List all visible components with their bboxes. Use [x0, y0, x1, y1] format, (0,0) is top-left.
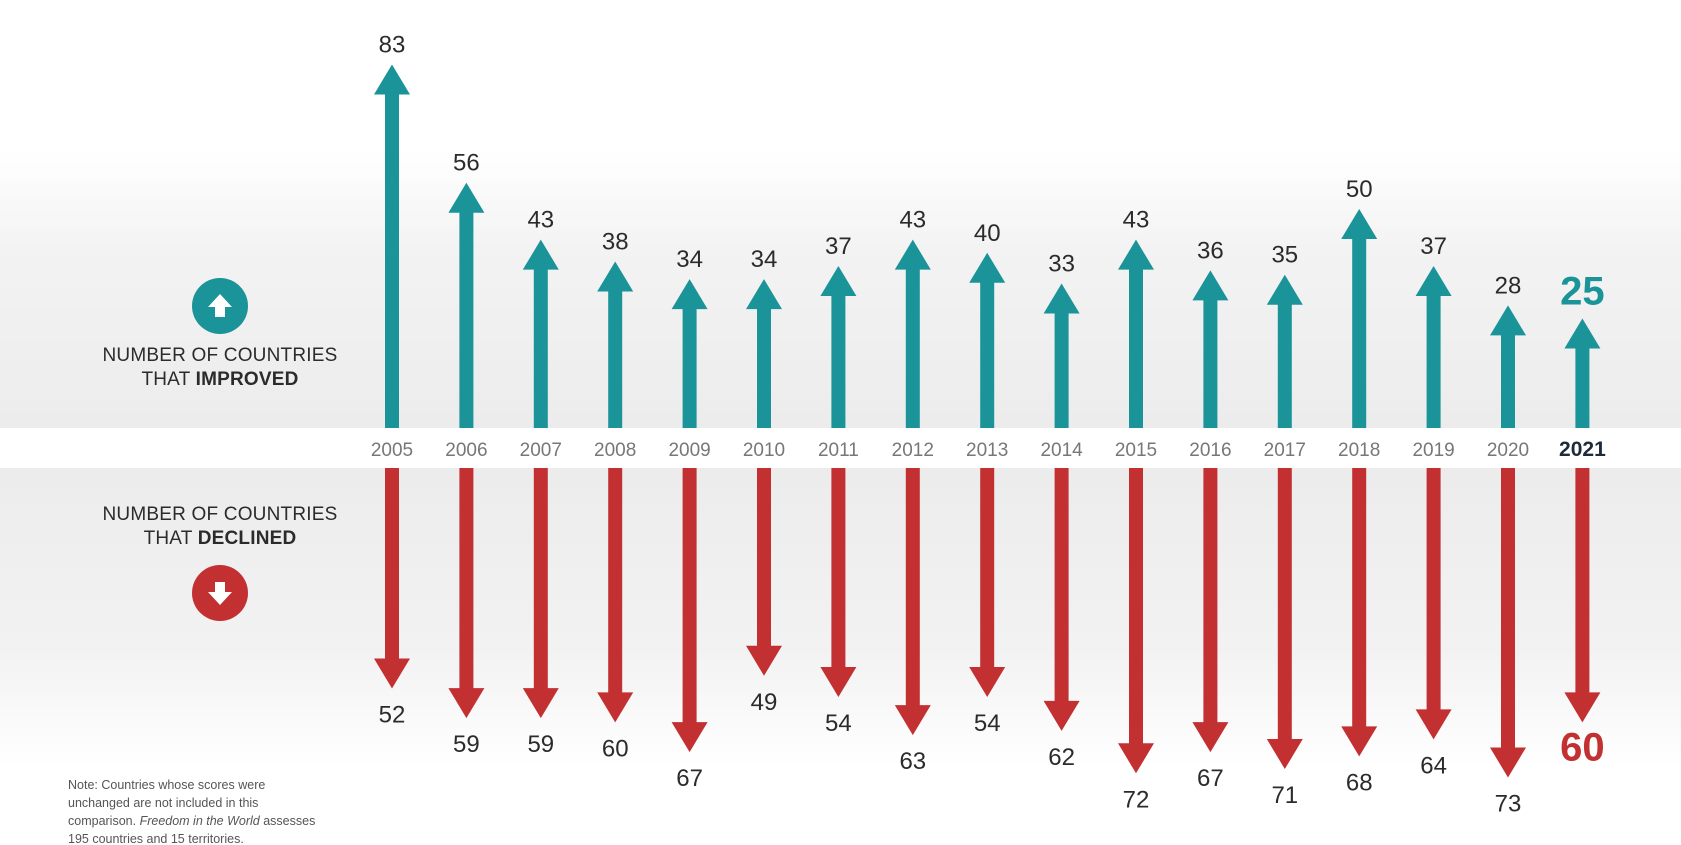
improved-value-label-2007: 43: [527, 207, 554, 234]
declined-arrow-2013: [969, 468, 1006, 697]
year-label-2017: 2017: [1264, 440, 1306, 461]
declined-value-label-2009: 67: [676, 765, 703, 792]
declined-value-label-2015: 72: [1123, 786, 1150, 813]
year-label-2020: 2020: [1487, 440, 1529, 461]
improved-value-label-2016: 36: [1197, 237, 1224, 264]
improved-arrow-2015: [1118, 239, 1154, 428]
year-label-2009: 2009: [668, 440, 710, 461]
declined-arrow-2020: [1490, 468, 1526, 778]
declined-value-label-2017: 71: [1271, 782, 1298, 809]
declined-value-label-2018: 68: [1346, 769, 1373, 796]
declined-arrow-2007: [522, 468, 559, 719]
improved-arrow-2007: [522, 239, 559, 428]
year-label-2014: 2014: [1040, 440, 1083, 461]
declined-value-label-2019: 64: [1420, 752, 1447, 779]
year-label-2011: 2011: [818, 440, 859, 461]
declined-value-label-2005: 52: [379, 701, 406, 728]
year-label-2019: 2019: [1412, 440, 1454, 461]
year-label-2018: 2018: [1338, 440, 1380, 461]
declined-value-label-2014: 62: [1048, 744, 1075, 771]
improved-arrow-2020: [1490, 305, 1526, 428]
legend-improved-line1: NUMBER OF COUNTRIES: [102, 345, 338, 366]
declined-arrow-2021: [1564, 468, 1601, 723]
year-label-2016: 2016: [1189, 440, 1231, 461]
improved-value-label-2013: 40: [974, 220, 1001, 247]
legend-improved-line2: THAT IMPROVED: [141, 369, 299, 390]
improved-arrow-2014: [1043, 283, 1080, 428]
declined-arrow-2008: [597, 468, 634, 723]
improved-arrow-2013: [969, 252, 1006, 428]
footnote: Note: Countries whose scores were unchan…: [68, 778, 316, 845]
declined-value-label-2021: 60: [1560, 725, 1605, 769]
improved-arrow-2021: [1564, 318, 1601, 428]
improved-value-label-2008: 38: [602, 229, 629, 256]
improved-value-label-2014: 33: [1048, 250, 1075, 277]
improved-value-label-2009: 34: [676, 246, 703, 273]
declined-arrow-2005: [374, 468, 410, 689]
year-label-2006: 2006: [445, 440, 487, 461]
declined-arrow-2011: [820, 468, 857, 697]
improved-arrow-2012: [894, 239, 931, 428]
improved-value-label-2006: 56: [453, 150, 480, 177]
declined-value-label-2016: 67: [1197, 765, 1224, 792]
declined-value-label-2006: 59: [453, 731, 480, 758]
declined-arrow-2018: [1341, 468, 1378, 757]
improved-value-label-2005: 83: [379, 31, 406, 58]
year-label-2010: 2010: [743, 440, 785, 461]
declined-arrow-2016: [1192, 468, 1229, 753]
declined-value-label-2012: 63: [899, 748, 926, 775]
improved-arrow-2017: [1266, 274, 1303, 428]
up-arrow-circle-icon: [192, 278, 248, 334]
declined-arrow-2017: [1266, 468, 1303, 770]
declined-arrow-2009: [671, 468, 708, 753]
legend-improved: NUMBER OF COUNTRIES THAT IMPROVED: [40, 278, 400, 392]
declined-value-label-2011: 54: [825, 710, 852, 737]
declined-value-label-2008: 60: [602, 735, 629, 762]
improved-arrow-2018: [1341, 209, 1378, 428]
down-arrow-circle-icon: [192, 565, 248, 621]
improved-arrow-2008: [597, 261, 634, 428]
year-label-2015: 2015: [1115, 440, 1157, 461]
declined-arrow-2006: [448, 468, 485, 719]
declined-arrow-2014: [1043, 468, 1080, 731]
declined-value-label-2010: 49: [751, 689, 778, 716]
declined-value-label-2013: 54: [974, 710, 1001, 737]
improved-value-label-2021: 25: [1560, 270, 1605, 314]
improved-arrow-2005: [374, 64, 410, 429]
declined-arrow-2015: [1118, 468, 1154, 774]
improved-arrow-2011: [820, 265, 857, 428]
improved-arrow-2016: [1192, 270, 1229, 428]
legend-declined: NUMBER OF COUNTRIES THAT DECLINED: [40, 503, 400, 631]
declined-arrow-2010: [746, 468, 782, 676]
improved-value-label-2012: 43: [899, 207, 926, 234]
declined-arrow-2019: [1415, 468, 1452, 740]
year-band: [0, 428, 1681, 468]
year-label-2008: 2008: [594, 440, 636, 461]
improved-value-label-2020: 28: [1495, 272, 1522, 299]
year-label-2005: 2005: [371, 440, 413, 461]
improved-arrow-2019: [1415, 265, 1452, 428]
year-label-2012: 2012: [892, 440, 934, 461]
declined-arrow-2012: [894, 468, 931, 736]
improved-value-label-2010: 34: [751, 246, 778, 273]
improved-value-label-2018: 50: [1346, 176, 1373, 203]
year-label-2013: 2013: [966, 440, 1008, 461]
year-label-2021: 2021: [1559, 438, 1606, 461]
improved-value-label-2015: 43: [1123, 207, 1150, 234]
improved-arrow-2010: [746, 279, 782, 428]
declined-value-label-2020: 73: [1495, 791, 1522, 818]
legend-declined-line1: NUMBER OF COUNTRIES: [102, 504, 338, 525]
legend-declined-line2: THAT DECLINED: [143, 528, 297, 549]
improved-arrow-2009: [671, 279, 708, 428]
improved-value-label-2017: 35: [1271, 242, 1298, 269]
declined-value-label-2007: 59: [527, 731, 554, 758]
improved-value-label-2019: 37: [1420, 233, 1447, 260]
improved-arrow-2006: [448, 182, 485, 428]
year-label-2007: 2007: [520, 440, 562, 461]
improved-value-label-2011: 37: [825, 233, 852, 260]
